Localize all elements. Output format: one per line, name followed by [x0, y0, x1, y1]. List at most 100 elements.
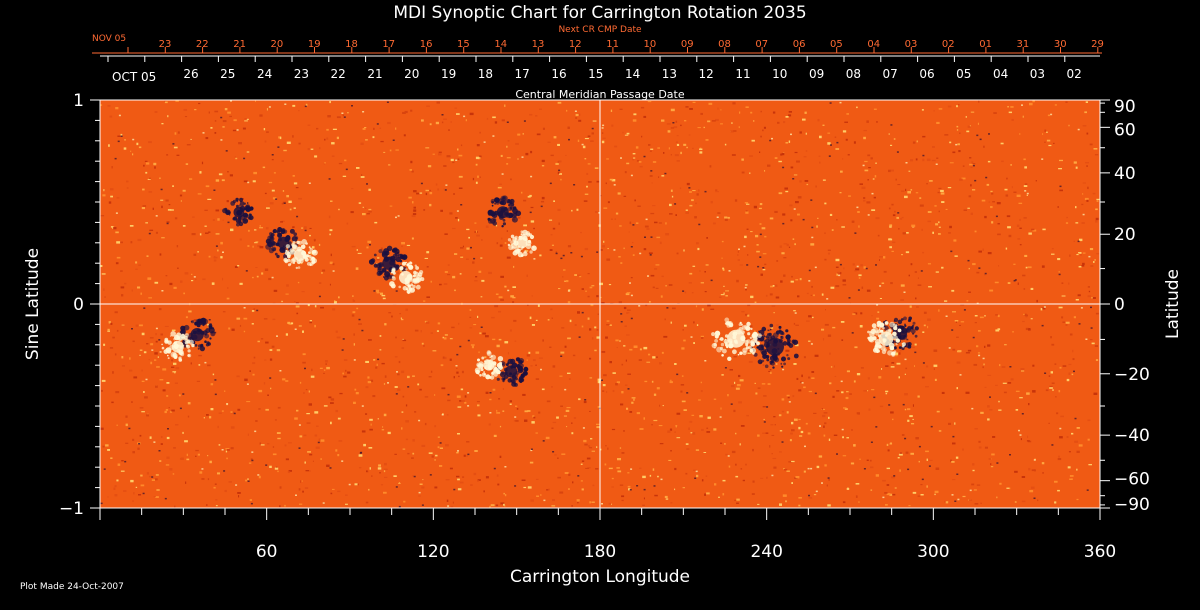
texture-speck [762, 364, 765, 366]
texture-speck [746, 203, 750, 205]
texture-speck [501, 173, 504, 175]
texture-speck [852, 263, 855, 266]
texture-speck [680, 151, 682, 155]
texture-speck [724, 443, 726, 445]
texture-speck [140, 292, 142, 295]
texture-speck [158, 308, 162, 311]
texture-speck [277, 470, 279, 473]
flux-point [783, 362, 786, 366]
texture-speck [914, 343, 917, 346]
texture-speck [207, 455, 209, 457]
texture-speck [602, 124, 605, 127]
texture-speck [640, 106, 645, 109]
texture-speck [506, 230, 508, 232]
flux-point [289, 263, 292, 265]
texture-speck [396, 272, 399, 275]
flux-point [768, 332, 772, 337]
texture-speck [535, 364, 537, 366]
texture-speck [888, 169, 891, 173]
texture-speck [1054, 501, 1057, 504]
texture-speck [318, 295, 321, 298]
texture-speck [984, 446, 988, 449]
texture-speck [933, 110, 935, 112]
texture-speck [353, 299, 356, 302]
texture-speck [870, 157, 873, 160]
texture-speck [404, 110, 408, 114]
texture-speck [962, 448, 964, 451]
texture-speck [680, 390, 683, 393]
top-axis-inner: OCT 05 Central Meridian Passage Date 26 2… [100, 55, 1100, 101]
texture-speck [616, 381, 620, 384]
texture-speck [156, 489, 160, 491]
texture-speck [941, 266, 944, 269]
texture-speck [285, 380, 289, 382]
texture-speck [452, 161, 455, 164]
texture-speck [865, 267, 868, 270]
texture-speck [412, 439, 415, 442]
texture-speck [243, 180, 248, 183]
texture-speck [1091, 342, 1095, 345]
texture-speck [670, 321, 672, 324]
texture-speck [564, 472, 569, 474]
texture-speck [679, 187, 682, 190]
texture-speck [332, 263, 335, 266]
texture-speck [927, 211, 932, 213]
flux-point [224, 207, 228, 211]
texture-speck [814, 354, 819, 357]
flux-point [509, 198, 515, 204]
texture-speck [151, 479, 155, 481]
texture-speck [442, 413, 444, 415]
texture-speck [885, 365, 889, 367]
texture-speck [920, 494, 924, 496]
texture-speck [469, 327, 473, 329]
texture-speck [251, 451, 254, 453]
texture-speck [713, 428, 717, 431]
flux-point [183, 324, 190, 331]
texture-speck [546, 400, 551, 403]
texture-speck [901, 216, 904, 219]
texture-speck [1022, 274, 1026, 277]
flux-point [183, 326, 186, 329]
texture-speck [857, 211, 860, 213]
texture-speck [1018, 202, 1023, 204]
texture-speck [427, 165, 432, 168]
texture-speck [783, 257, 787, 259]
texture-speck [603, 374, 607, 377]
texture-speck [287, 321, 290, 324]
flux-core [878, 331, 894, 346]
texture-speck [1052, 389, 1054, 391]
texture-speck [367, 376, 370, 379]
texture-speck [213, 189, 216, 191]
texture-speck [741, 171, 745, 174]
flux-point [235, 197, 239, 202]
texture-speck [426, 296, 430, 298]
texture-speck [997, 314, 1000, 318]
texture-speck [674, 488, 676, 491]
top-inner-date: 23 [294, 67, 309, 81]
texture-speck [456, 113, 460, 115]
texture-speck [926, 158, 931, 162]
texture-speck [906, 232, 909, 234]
texture-speck [347, 371, 351, 374]
texture-speck [814, 266, 817, 269]
texture-speck [609, 361, 612, 364]
texture-speck [448, 129, 450, 131]
texture-speck [704, 271, 706, 273]
texture-speck [298, 110, 300, 112]
texture-speck [824, 258, 827, 261]
texture-speck [1030, 287, 1034, 290]
texture-speck [296, 409, 299, 412]
texture-speck [239, 282, 243, 285]
texture-speck [183, 292, 185, 295]
texture-speck [1074, 440, 1079, 443]
texture-speck [457, 148, 459, 151]
texture-speck [1045, 389, 1049, 392]
texture-speck [320, 458, 322, 460]
flux-point [184, 338, 187, 342]
texture-speck [157, 356, 159, 358]
texture-speck [783, 243, 788, 245]
active-region-negative [222, 197, 254, 227]
texture-speck [1058, 168, 1062, 170]
texture-speck [497, 186, 502, 189]
texture-speck [720, 109, 722, 111]
